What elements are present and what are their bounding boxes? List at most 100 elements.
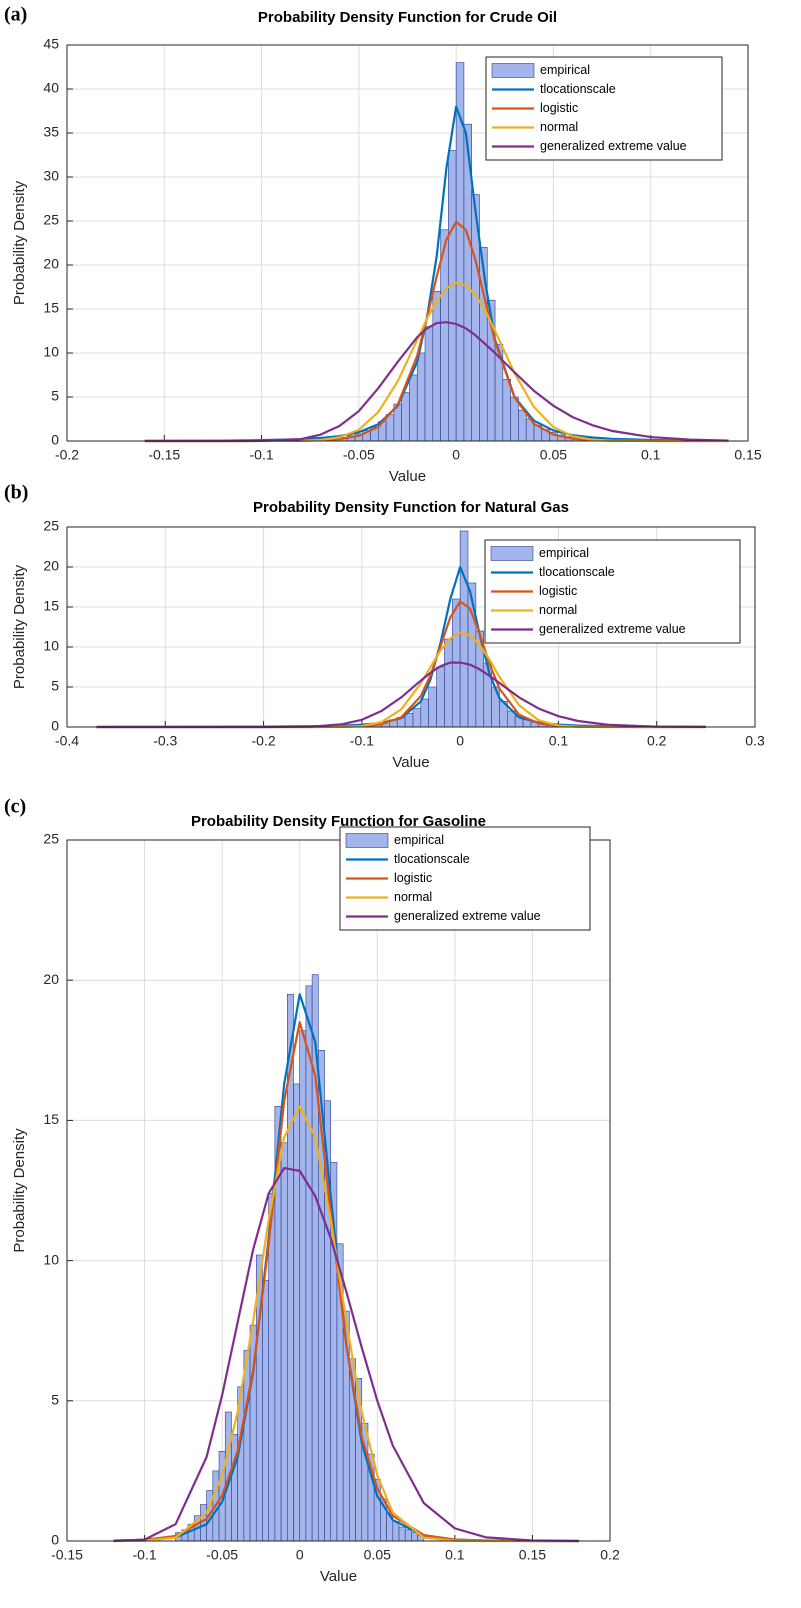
x-axis-label: Value — [389, 468, 426, 485]
histogram-bar — [401, 392, 410, 442]
legend-label: tlocationscale — [540, 82, 616, 96]
y-tick-label: 15 — [43, 598, 59, 614]
histogram-bar — [280, 1142, 288, 1542]
x-axis-label: Value — [392, 754, 429, 771]
y-tick-label: 5 — [51, 678, 59, 694]
fit-curve — [113, 1021, 579, 1543]
x-tick-label: 0 — [296, 1547, 304, 1563]
histogram-bar — [416, 352, 426, 442]
x-tick-label: -0.1 — [250, 447, 274, 463]
axes-box — [66, 44, 749, 442]
histogram-bar — [518, 409, 527, 442]
x-tick-label: -0.1 — [133, 1547, 157, 1563]
x-tick-label: 0.05 — [364, 1547, 391, 1563]
histogram-bar — [392, 1521, 400, 1542]
x-tick-label: 0 — [452, 447, 460, 463]
histogram-bar — [459, 530, 469, 728]
legend-label: empirical — [394, 833, 444, 847]
axes-box — [66, 526, 756, 728]
histogram-bar — [404, 713, 414, 728]
y-tick-label: 45 — [43, 36, 59, 52]
panel-label: (b) — [4, 482, 28, 504]
x-tick-label: -0.05 — [206, 1547, 238, 1563]
histogram-bar — [412, 708, 422, 728]
legend-label: empirical — [540, 63, 590, 77]
histogram-bar — [262, 1279, 269, 1542]
y-tick-label: 20 — [43, 256, 59, 272]
panel-label: (a) — [4, 4, 27, 26]
histogram-bar — [424, 326, 434, 442]
histogram-bar — [411, 1532, 418, 1542]
x-tick-label: -0.15 — [148, 447, 180, 463]
histogram-bar — [502, 379, 511, 442]
y-tick-label: 25 — [43, 212, 59, 228]
legend-label: generalized extreme value — [539, 622, 686, 636]
x-tick-label: 0.2 — [600, 1547, 620, 1563]
y-axis-label: Probability Density — [11, 1128, 28, 1253]
x-tick-label: 0.1 — [641, 447, 661, 463]
legend-swatch — [491, 63, 535, 78]
legend-label: tlocationscale — [539, 565, 615, 579]
legend-label: normal — [540, 120, 578, 134]
x-tick-label: -0.2 — [252, 733, 276, 749]
y-tick-label: 15 — [43, 1111, 59, 1127]
histogram-bar — [432, 291, 441, 442]
x-tick-label: 0.15 — [519, 1547, 546, 1563]
histogram-bar — [385, 414, 395, 442]
y-tick-label: 25 — [43, 831, 59, 847]
x-tick-label: -0.05 — [343, 447, 375, 463]
x-tick-label: -0.2 — [55, 447, 79, 463]
legend-label: normal — [394, 890, 432, 904]
x-tick-label: -0.4 — [55, 733, 79, 749]
fit-curve — [113, 1105, 579, 1543]
y-tick-label: 40 — [43, 80, 59, 96]
legend-swatch — [345, 833, 389, 848]
legend-label: logistic — [540, 101, 578, 115]
histogram-bar — [243, 1350, 251, 1542]
y-tick-label: 20 — [43, 971, 59, 987]
chart-title: Probability Density Function for Natural… — [253, 499, 569, 516]
y-tick-label: 5 — [51, 388, 59, 404]
y-axis-label: Probability Density — [11, 564, 28, 689]
y-tick-label: 20 — [43, 558, 59, 574]
y-tick-label: 0 — [51, 1532, 59, 1548]
legend-label: normal — [539, 603, 577, 617]
legend-label: empirical — [539, 546, 589, 560]
histogram-bar — [293, 1083, 301, 1542]
histogram-bar — [305, 985, 313, 1542]
x-tick-label: 0.1 — [549, 733, 569, 749]
histogram-bar — [404, 1529, 412, 1542]
fit-curve — [144, 321, 729, 443]
histogram-bar — [444, 638, 453, 728]
axes-box — [66, 839, 611, 1542]
fit-curve — [144, 281, 729, 443]
legend-label: generalized extreme value — [394, 909, 541, 923]
legend-swatch — [490, 546, 534, 561]
x-tick-label: 0.2 — [647, 733, 667, 749]
x-tick-label: -0.15 — [51, 1547, 83, 1563]
chart-title: Probability Density Function for Gasolin… — [191, 813, 486, 830]
y-tick-label: 10 — [43, 1251, 59, 1267]
y-tick-label: 15 — [43, 300, 59, 316]
panel-label: (c) — [4, 796, 26, 818]
legend-label: logistic — [539, 584, 577, 598]
fit-curve — [144, 105, 729, 442]
fit-curve — [113, 1166, 579, 1543]
legend-label: tlocationscale — [394, 852, 470, 866]
legend-label: logistic — [394, 871, 432, 885]
histogram-bar — [268, 1193, 276, 1542]
histogram-bar — [398, 1526, 406, 1542]
legend-label: generalized extreme value — [540, 139, 687, 153]
fit-curve — [96, 661, 706, 729]
x-tick-label: -0.1 — [350, 733, 374, 749]
y-axis-label: Probability Density — [11, 180, 28, 305]
y-tick-label: 0 — [51, 718, 59, 734]
x-tick-label: 0.05 — [540, 447, 567, 463]
y-tick-label: 0 — [51, 432, 59, 448]
histogram-bar — [510, 396, 519, 442]
y-tick-label: 5 — [51, 1392, 59, 1408]
x-tick-label: 0.1 — [445, 1547, 465, 1563]
y-tick-label: 10 — [43, 344, 59, 360]
histogram-bar — [409, 374, 418, 442]
